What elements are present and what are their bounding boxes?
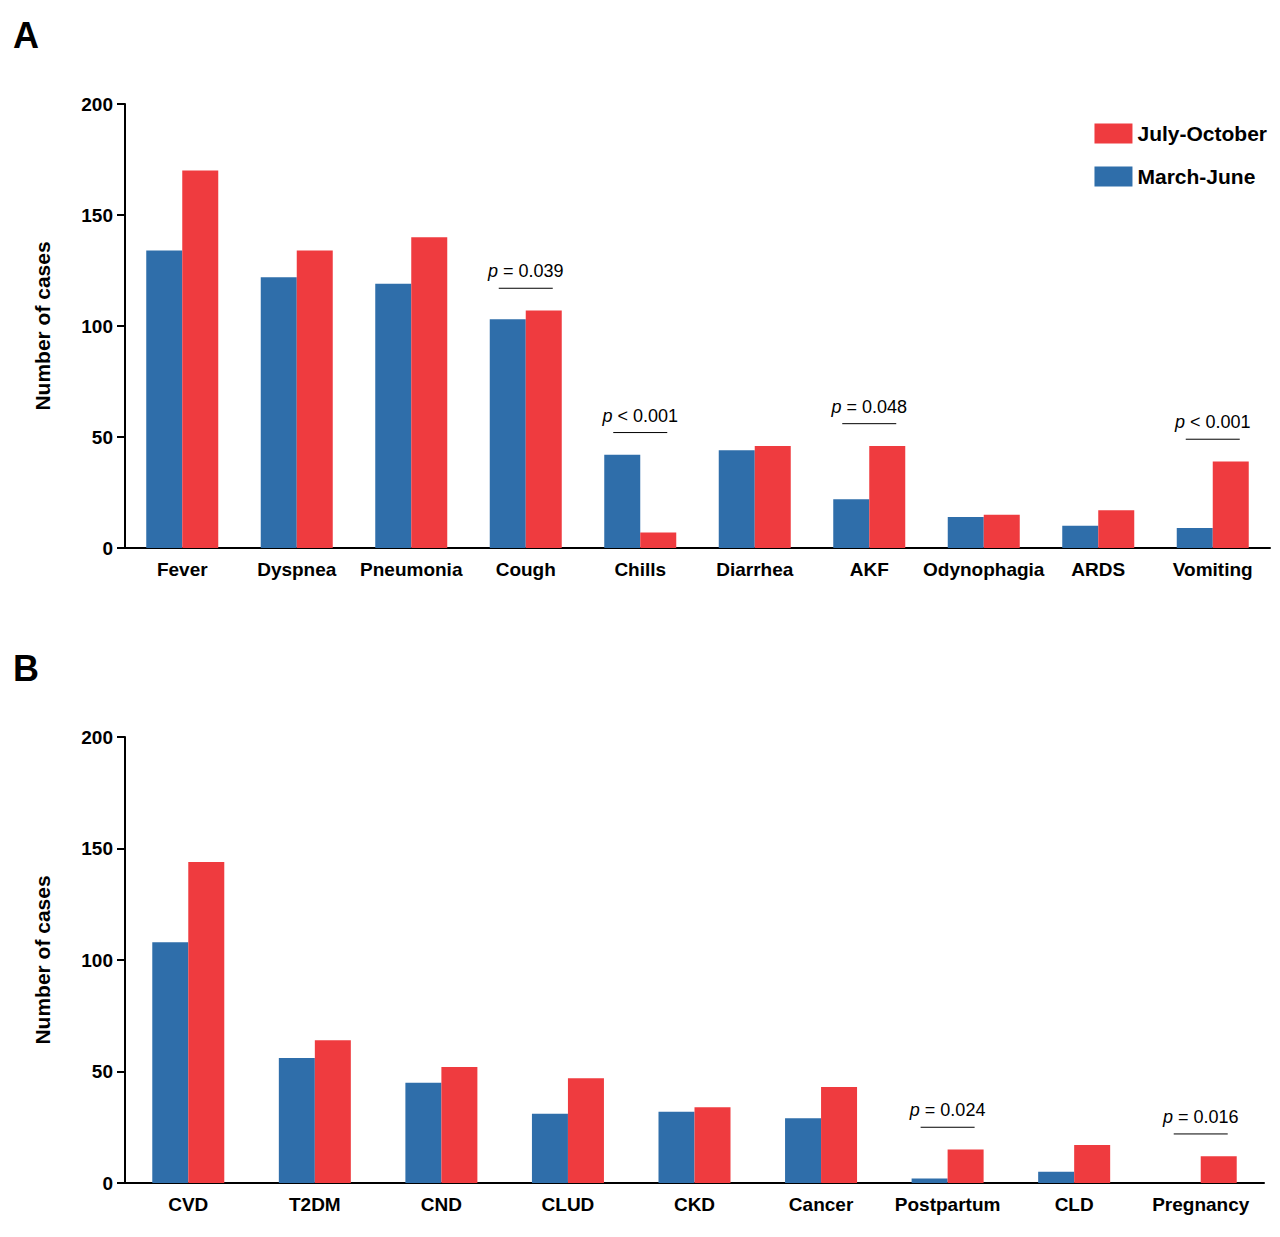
- svg-text:B: B: [13, 648, 39, 689]
- svg-text:Diarrhea: Diarrhea: [716, 559, 794, 580]
- svg-text:0: 0: [102, 538, 113, 559]
- svg-text:< 0.001: < 0.001: [612, 406, 678, 426]
- svg-text:200: 200: [81, 727, 113, 748]
- svg-text:= 0.024: = 0.024: [920, 1100, 986, 1120]
- svg-text:Number of cases: Number of cases: [31, 241, 54, 410]
- svg-text:Cancer: Cancer: [789, 1194, 854, 1215]
- svg-text:p: p: [830, 397, 841, 417]
- svg-text:A: A: [13, 15, 39, 56]
- svg-text:100: 100: [81, 316, 113, 337]
- svg-text:Chills: Chills: [614, 559, 666, 580]
- svg-text:Fever: Fever: [157, 559, 208, 580]
- svg-text:< 0.001: < 0.001: [1185, 412, 1251, 432]
- svg-text:Dyspnea: Dyspnea: [257, 559, 337, 580]
- svg-text:Odynophagia: Odynophagia: [923, 559, 1045, 580]
- svg-text:p: p: [487, 261, 498, 281]
- svg-text:150: 150: [81, 205, 113, 226]
- svg-text:= 0.048: = 0.048: [841, 397, 907, 417]
- svg-text:Postpartum: Postpartum: [895, 1194, 1001, 1215]
- svg-text:AKF: AKF: [850, 559, 889, 580]
- svg-text:Pregnancy: Pregnancy: [1152, 1194, 1250, 1215]
- svg-text:= 0.016: = 0.016: [1173, 1107, 1239, 1127]
- svg-text:100: 100: [81, 950, 113, 971]
- svg-text:150: 150: [81, 838, 113, 859]
- svg-text:Vomiting: Vomiting: [1173, 559, 1253, 580]
- svg-text:p: p: [909, 1100, 920, 1120]
- svg-text:CLUD: CLUD: [542, 1194, 595, 1215]
- svg-text:March-June: March-June: [1137, 165, 1255, 188]
- svg-text:CND: CND: [421, 1194, 462, 1215]
- svg-text:= 0.039: = 0.039: [498, 261, 564, 281]
- svg-text:July-October: July-October: [1137, 122, 1267, 145]
- svg-text:0: 0: [102, 1173, 113, 1194]
- svg-text:200: 200: [81, 94, 113, 115]
- svg-text:Number of cases: Number of cases: [31, 875, 54, 1044]
- svg-text:T2DM: T2DM: [289, 1194, 341, 1215]
- svg-text:CVD: CVD: [168, 1194, 208, 1215]
- svg-text:CKD: CKD: [674, 1194, 715, 1215]
- svg-text:50: 50: [92, 427, 113, 448]
- svg-text:Cough: Cough: [496, 559, 556, 580]
- svg-text:p: p: [601, 406, 612, 426]
- svg-text:p: p: [1174, 412, 1185, 432]
- svg-text:p: p: [1162, 1107, 1173, 1127]
- svg-text:ARDS: ARDS: [1071, 559, 1125, 580]
- svg-text:CLD: CLD: [1055, 1194, 1094, 1215]
- svg-text:Pneumonia: Pneumonia: [360, 559, 463, 580]
- svg-text:50: 50: [92, 1061, 113, 1082]
